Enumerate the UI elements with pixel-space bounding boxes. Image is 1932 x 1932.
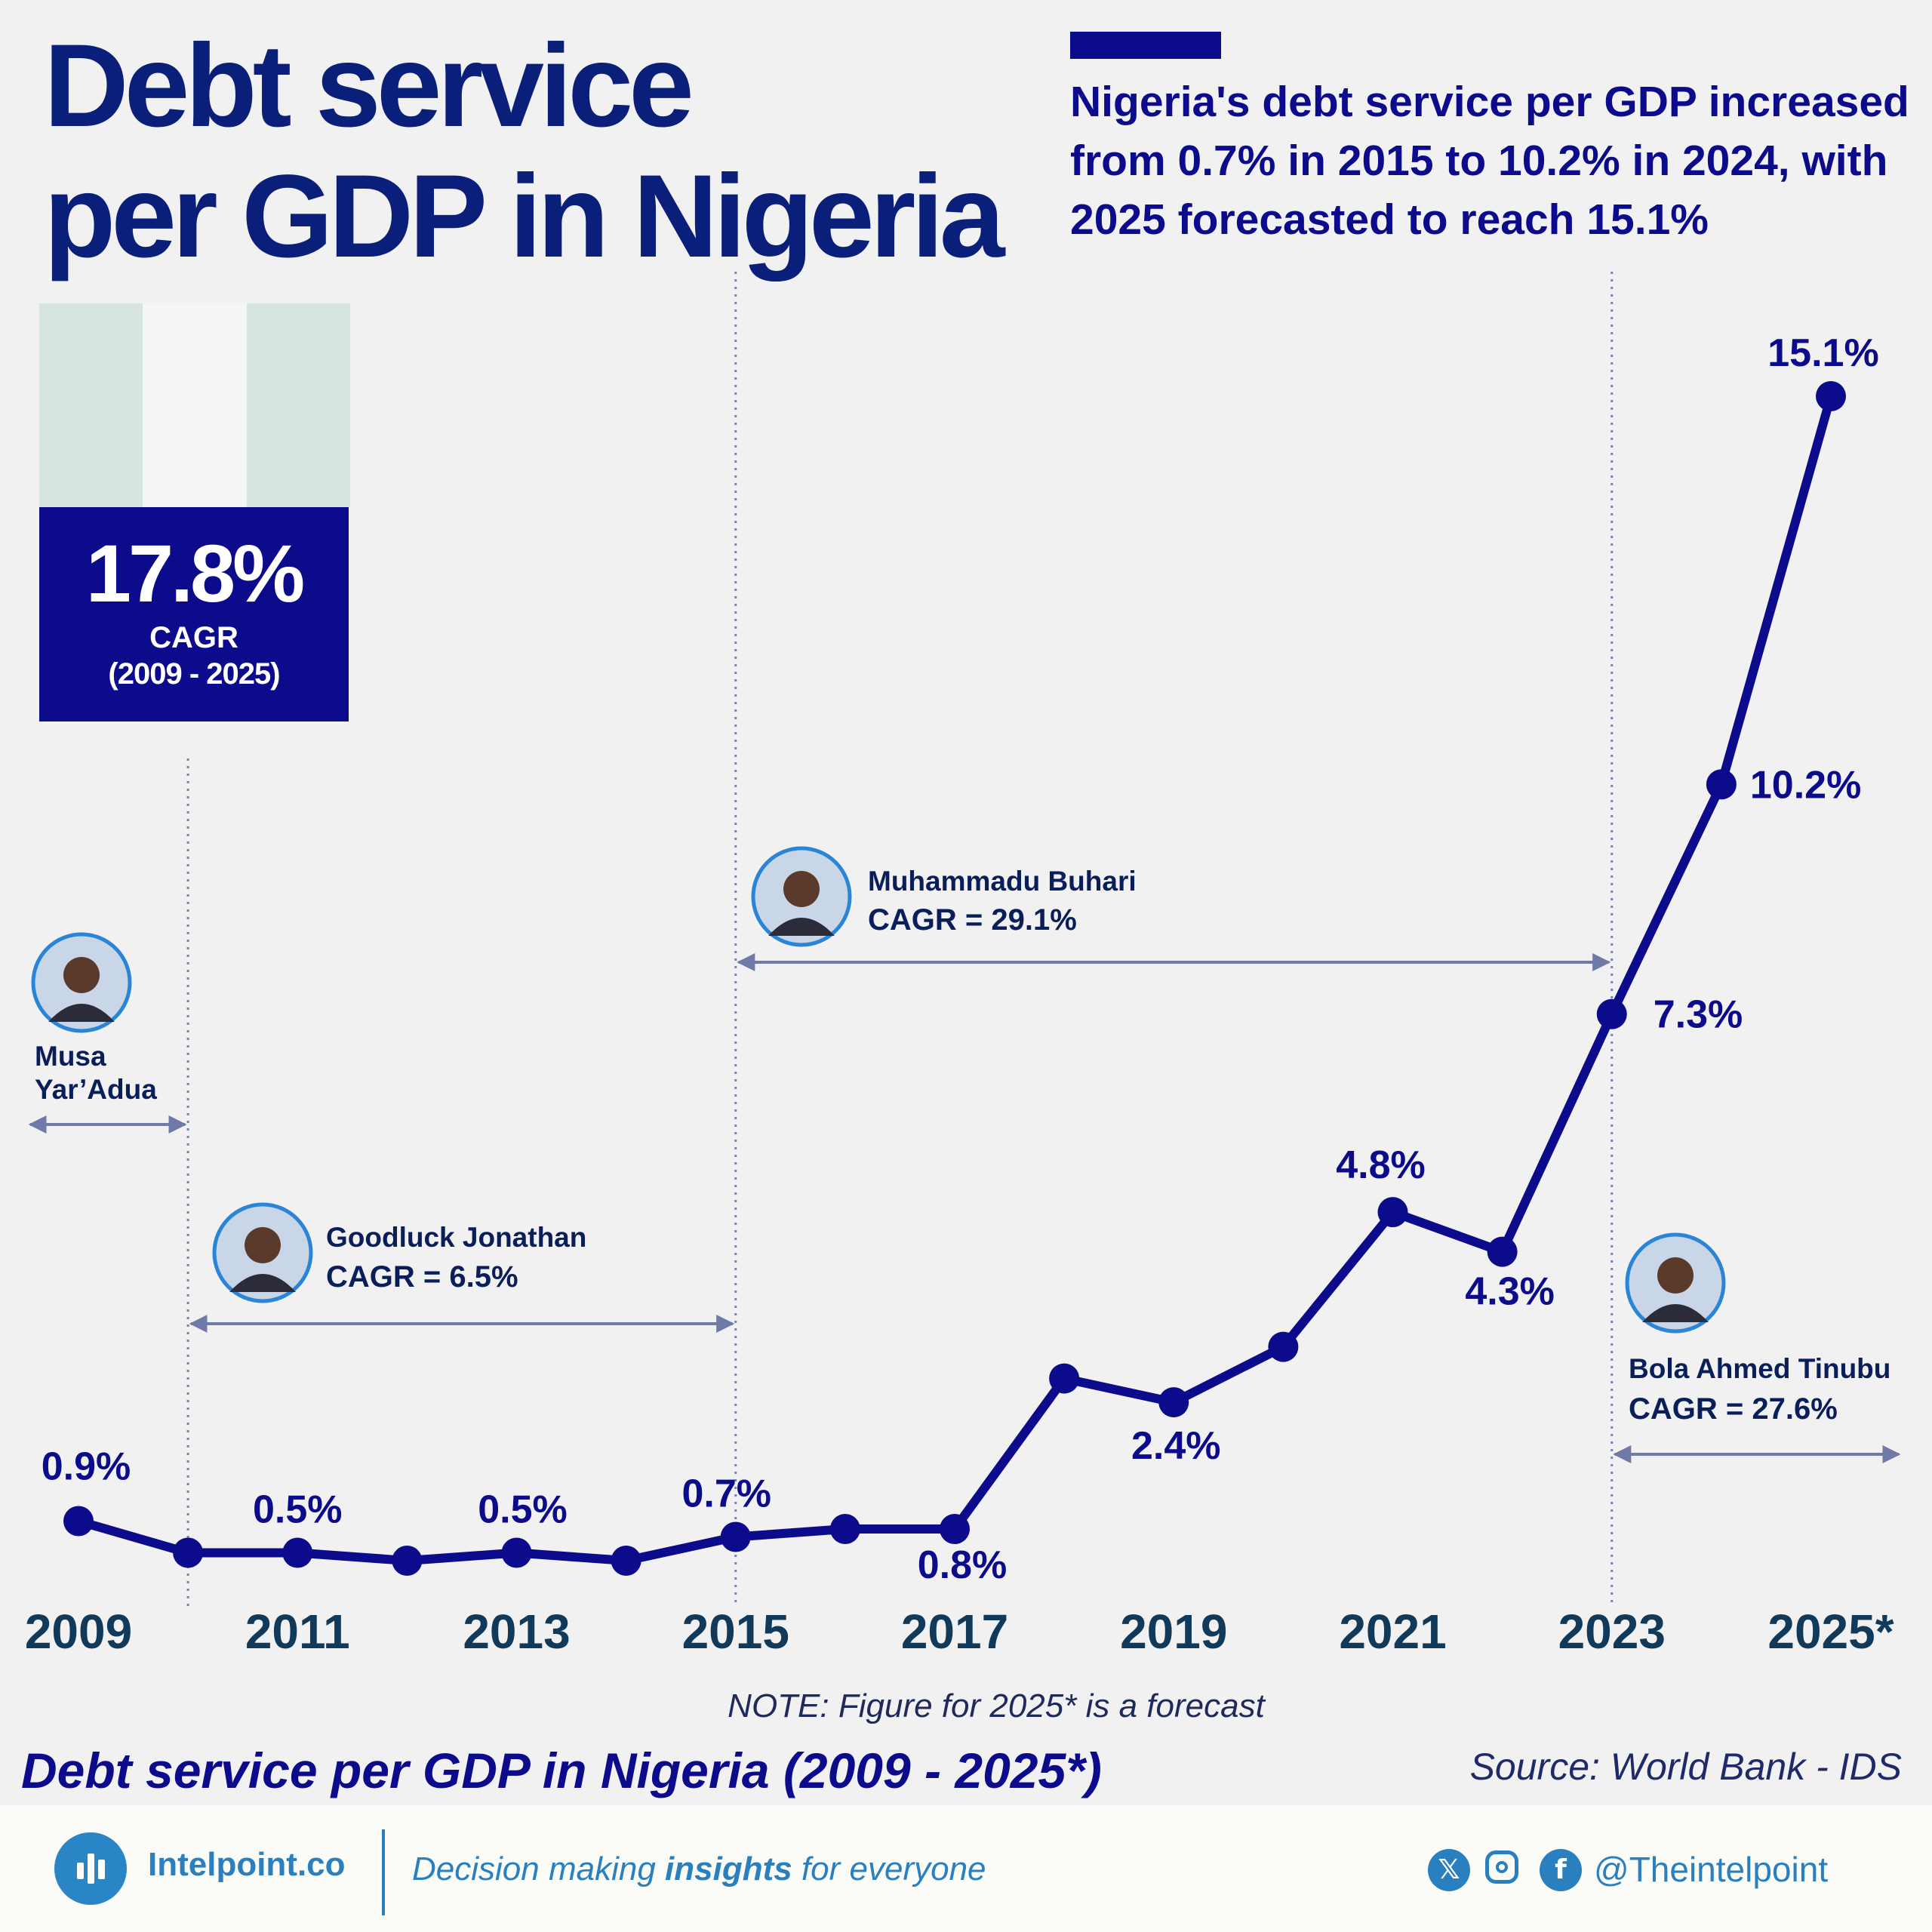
data-point-2014 [611, 1546, 641, 1576]
data-point-2018 [1049, 1363, 1080, 1394]
data-point-2023 [1596, 998, 1627, 1029]
data-point-2011 [282, 1537, 313, 1568]
avatar-body-yaradua [48, 1004, 115, 1022]
data-point-2019 [1158, 1387, 1189, 1418]
forecast-note: NOTE: Figure for 2025* is a forecast [728, 1687, 1265, 1724]
data-point-2020 [1268, 1331, 1299, 1362]
cagr-period: (2009 - 2025) [108, 657, 280, 691]
tagline-pre: Decision making [412, 1850, 666, 1887]
data-point-2016 [829, 1514, 860, 1545]
data-label-2022: 4.3% [1465, 1270, 1555, 1314]
data-point-2015 [720, 1521, 751, 1552]
page-title: Debt service per GDP in Nigeria [44, 20, 1005, 282]
x-tick-label: 2019 [1120, 1604, 1227, 1659]
series-line [74, 392, 1835, 1565]
instagram-icon[interactable] [1485, 1850, 1518, 1884]
president-name-jonathan: Goodluck Jonathan [326, 1222, 586, 1253]
avatar-head-jonathan [245, 1227, 281, 1263]
data-label-2013: 0.5% [478, 1488, 568, 1532]
avatar-head-tinubu [1657, 1257, 1694, 1294]
data-label-2024: 10.2% [1750, 763, 1861, 807]
intelpoint-logo-icon [54, 1832, 127, 1905]
x-icon[interactable]: 𝕏 [1428, 1849, 1470, 1891]
summary-text: Nigeria's debt service per GDP increased… [1070, 78, 1909, 244]
president-cagr-jonathan: CAGR = 6.5% [326, 1260, 518, 1294]
x-tick-label: 2011 [245, 1604, 350, 1659]
tagline: Decision making insights for everyone [412, 1850, 986, 1888]
data-label-2019: 2.4% [1131, 1424, 1221, 1468]
data-point-2025 [1816, 381, 1846, 411]
data-label-2023: 7.3% [1654, 993, 1743, 1037]
data-label-2015: 0.7% [681, 1472, 771, 1516]
brand-link[interactable]: Intelpoint.co [148, 1846, 346, 1883]
avatar-head-yaradua [63, 957, 100, 993]
data-label-2009: 0.9% [42, 1445, 131, 1489]
avatar-body-tinubu [1642, 1304, 1709, 1322]
data-point-2022 [1487, 1236, 1518, 1267]
social-handle-link[interactable]: @Theintelpoint [1594, 1850, 1829, 1889]
summary-accent-bar [1070, 32, 1221, 59]
nigeria-flag [39, 303, 350, 507]
president-cagr-buhari: CAGR = 29.1% [868, 903, 1077, 937]
avatar-body-buhari [768, 918, 835, 936]
avatar-body-jonathan [229, 1274, 296, 1292]
cagr-value: 17.8% [85, 528, 305, 619]
x-tick-label: 2025* [1767, 1604, 1894, 1659]
data-point-2012 [392, 1546, 423, 1576]
tagline-bold: insights [665, 1850, 792, 1887]
chart-title: Debt service per GDP in Nigeria (2009 - … [21, 1743, 1102, 1798]
data-point-2017 [940, 1514, 970, 1545]
x-tick-label: 2015 [682, 1604, 789, 1659]
data-label-2017: 0.8% [918, 1543, 1008, 1587]
president-cagr-tinubu: CAGR = 27.6% [1629, 1392, 1838, 1426]
x-tick-label: 2023 [1558, 1604, 1666, 1659]
data-label-2021: 4.8% [1336, 1143, 1426, 1187]
x-tick-label: 2013 [463, 1604, 570, 1659]
footer-bar [0, 1805, 1932, 1932]
president-name-yaradua: Yar’Adua [35, 1074, 157, 1105]
tagline-post: for everyone [792, 1850, 986, 1887]
data-point-2024 [1706, 769, 1737, 800]
x-tick-label: 2021 [1339, 1604, 1446, 1659]
data-point-2013 [501, 1537, 532, 1568]
source-text: Source: World Bank - IDS [1469, 1746, 1902, 1788]
x-tick-label: 2009 [25, 1604, 132, 1659]
data-label-2011: 0.5% [253, 1488, 343, 1532]
president-name-yaradua: Musa [35, 1041, 106, 1072]
cagr-label: CAGR [149, 621, 238, 654]
cagr-kpi-box: 17.8% CAGR (2009 - 2025) [39, 507, 349, 721]
x-tick-label: 2017 [901, 1604, 1008, 1659]
avatar-head-buhari [783, 871, 820, 907]
footer-divider [382, 1829, 385, 1915]
data-label-2025: 15.1% [1767, 331, 1878, 375]
data-point-2009 [63, 1506, 94, 1537]
data-point-2010 [173, 1537, 204, 1568]
data-point-2021 [1377, 1197, 1408, 1228]
president-name-buhari: Muhammadu Buhari [868, 866, 1137, 897]
president-name-tinubu: Bola Ahmed Tinubu [1629, 1353, 1890, 1384]
facebook-icon[interactable]: f [1540, 1849, 1582, 1891]
